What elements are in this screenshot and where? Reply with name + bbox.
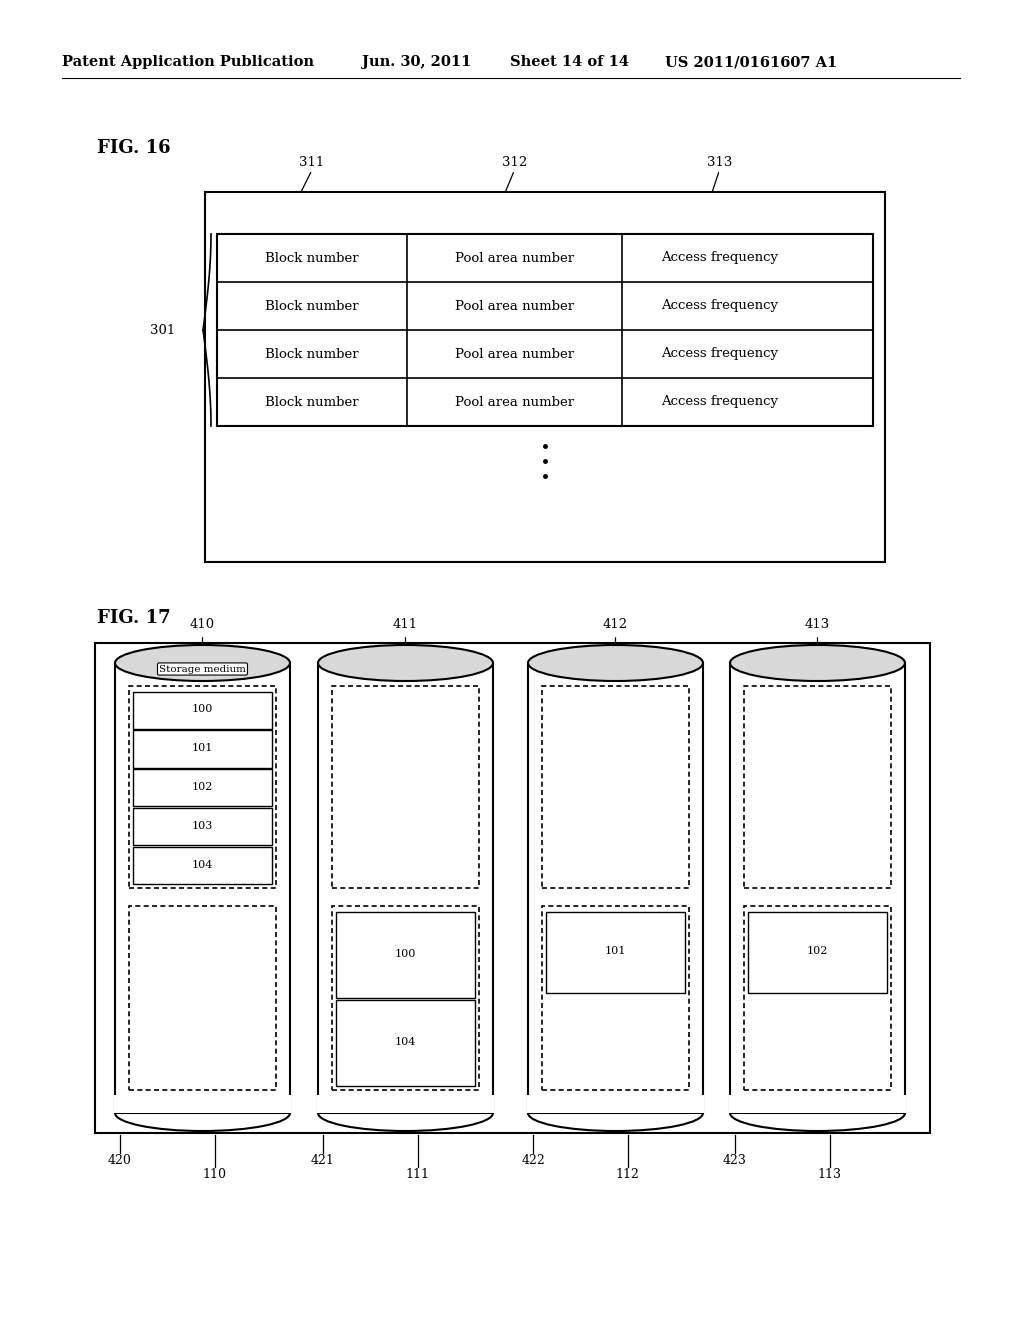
Text: 110: 110 bbox=[203, 1168, 226, 1181]
Text: 112: 112 bbox=[615, 1168, 639, 1181]
Bar bbox=[336, 1001, 475, 1086]
Text: Pool area number: Pool area number bbox=[455, 300, 574, 313]
Bar bbox=[133, 770, 272, 807]
Text: 311: 311 bbox=[299, 156, 325, 169]
Text: Block number: Block number bbox=[265, 252, 358, 264]
Text: Patent Application Publication: Patent Application Publication bbox=[62, 55, 314, 69]
Text: US 2011/0161607 A1: US 2011/0161607 A1 bbox=[665, 55, 838, 69]
Text: 111: 111 bbox=[406, 1168, 429, 1181]
Bar bbox=[133, 692, 272, 729]
Ellipse shape bbox=[528, 645, 703, 681]
Bar bbox=[205, 191, 885, 562]
Bar bbox=[336, 912, 475, 998]
Text: 104: 104 bbox=[191, 859, 213, 870]
Bar bbox=[546, 912, 685, 993]
Ellipse shape bbox=[115, 645, 290, 681]
Text: Access frequency: Access frequency bbox=[662, 300, 778, 313]
Bar bbox=[317, 1096, 494, 1113]
Bar bbox=[730, 663, 905, 1113]
Text: Block number: Block number bbox=[265, 300, 358, 313]
Text: 421: 421 bbox=[311, 1155, 335, 1167]
Text: Pool area number: Pool area number bbox=[455, 347, 574, 360]
Text: Block number: Block number bbox=[265, 396, 358, 408]
Ellipse shape bbox=[318, 645, 493, 681]
Bar bbox=[217, 234, 873, 426]
Text: 103: 103 bbox=[191, 821, 213, 830]
Bar bbox=[748, 912, 887, 993]
Text: Access frequency: Access frequency bbox=[662, 252, 778, 264]
Text: Sheet 14 of 14: Sheet 14 of 14 bbox=[510, 55, 629, 69]
Text: 100: 100 bbox=[191, 705, 213, 714]
Text: 413: 413 bbox=[805, 619, 830, 631]
Bar bbox=[129, 686, 276, 888]
Text: 101: 101 bbox=[605, 946, 627, 957]
Text: Pool area number: Pool area number bbox=[455, 396, 574, 408]
Bar bbox=[133, 730, 272, 768]
Text: Block number: Block number bbox=[265, 347, 358, 360]
Bar bbox=[115, 663, 290, 1113]
Text: 422: 422 bbox=[521, 1155, 545, 1167]
Bar bbox=[542, 686, 689, 888]
Bar bbox=[114, 1096, 291, 1113]
Text: 102: 102 bbox=[191, 781, 213, 792]
Bar bbox=[729, 1096, 906, 1113]
Text: FIG. 17: FIG. 17 bbox=[97, 609, 171, 627]
Bar bbox=[527, 1096, 705, 1113]
Bar bbox=[744, 906, 891, 1090]
Text: 104: 104 bbox=[395, 1038, 416, 1047]
Text: 312: 312 bbox=[502, 156, 527, 169]
Text: 412: 412 bbox=[603, 619, 628, 631]
Bar bbox=[318, 663, 493, 1113]
Text: 411: 411 bbox=[393, 619, 418, 631]
Bar bbox=[95, 643, 930, 1133]
Bar bbox=[542, 906, 689, 1090]
Text: 423: 423 bbox=[723, 1155, 746, 1167]
Text: Access frequency: Access frequency bbox=[662, 396, 778, 408]
Bar bbox=[133, 808, 272, 845]
Text: 301: 301 bbox=[150, 323, 175, 337]
Bar bbox=[744, 686, 891, 888]
Text: 102: 102 bbox=[807, 946, 828, 957]
Bar bbox=[332, 906, 479, 1090]
Bar bbox=[332, 686, 479, 888]
Text: 410: 410 bbox=[189, 619, 215, 631]
Text: 420: 420 bbox=[109, 1155, 132, 1167]
Text: Access frequency: Access frequency bbox=[662, 347, 778, 360]
Text: 100: 100 bbox=[395, 949, 416, 960]
Text: 313: 313 bbox=[707, 156, 732, 169]
Text: Storage medium: Storage medium bbox=[159, 664, 246, 673]
Text: Pool area number: Pool area number bbox=[455, 252, 574, 264]
Bar bbox=[133, 846, 272, 884]
Ellipse shape bbox=[730, 645, 905, 681]
Text: FIG. 16: FIG. 16 bbox=[97, 139, 171, 157]
Bar bbox=[129, 906, 276, 1090]
Text: 101: 101 bbox=[191, 743, 213, 754]
Text: Jun. 30, 2011: Jun. 30, 2011 bbox=[362, 55, 471, 69]
Bar bbox=[528, 663, 703, 1113]
Text: 113: 113 bbox=[817, 1168, 842, 1181]
